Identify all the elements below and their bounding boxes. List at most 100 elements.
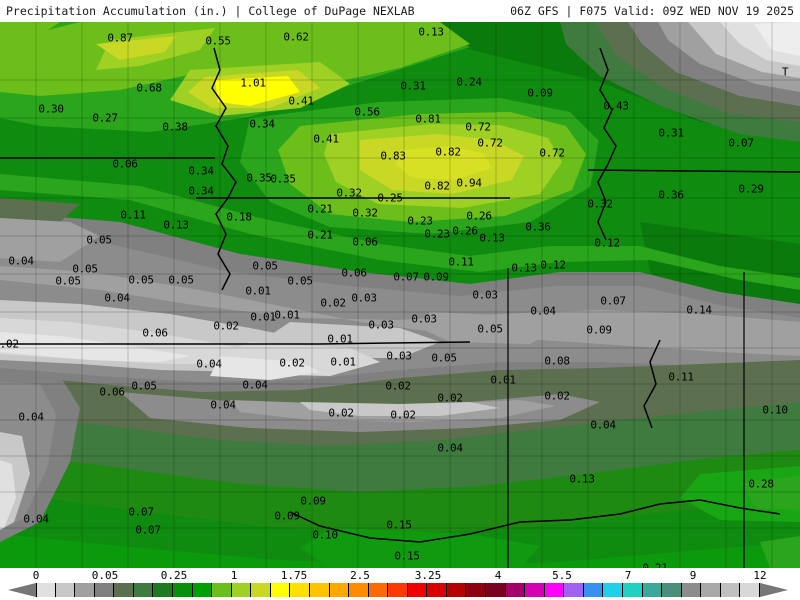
grid-value-label: 0.21 bbox=[307, 228, 333, 242]
colorbar-swatch[interactable] bbox=[55, 583, 76, 597]
grid-value-label: 0.43 bbox=[603, 99, 629, 113]
colorbar-swatch[interactable] bbox=[583, 583, 604, 597]
grid-value-label: 0.04 bbox=[590, 418, 616, 432]
colorbar-swatch[interactable] bbox=[407, 583, 428, 597]
grid-value-label: 0.21 bbox=[307, 202, 333, 216]
grid-value-label: 0.09 bbox=[586, 323, 612, 337]
grid-value-label: 0.28 bbox=[748, 477, 774, 491]
grid-value-label: 0.06 bbox=[352, 235, 378, 249]
colorbar-swatch[interactable] bbox=[270, 583, 291, 597]
grid-value-label: 0.01 bbox=[245, 284, 271, 298]
grid-value-label: 0.07 bbox=[128, 505, 154, 519]
grid-value-label: 0.05 bbox=[72, 262, 98, 276]
grid-value-label: 0.29 bbox=[738, 182, 764, 196]
colorbar-min-arrow-icon bbox=[8, 583, 36, 597]
grid-value-label: 0.02 bbox=[437, 391, 463, 405]
grid-value-label: 0.15 bbox=[386, 518, 412, 532]
colorbar-swatch[interactable] bbox=[368, 583, 389, 597]
colorbar-swatch[interactable] bbox=[36, 583, 56, 597]
grid-value-label: 0.18 bbox=[226, 210, 252, 224]
colorbar-swatch[interactable] bbox=[114, 583, 134, 597]
colorbar-swatch[interactable] bbox=[740, 583, 760, 597]
colorbar-max-arrow-icon bbox=[760, 583, 788, 597]
colorbar-swatch[interactable] bbox=[94, 583, 115, 597]
trace-label: T bbox=[781, 65, 789, 79]
grid-value-label: 0.94 bbox=[456, 176, 482, 190]
grid-value-label: 0.01 bbox=[490, 373, 516, 387]
grid-value-label: 0.13 bbox=[569, 472, 595, 486]
colorbar-swatch[interactable] bbox=[486, 583, 506, 597]
colorbar-swatch[interactable] bbox=[544, 583, 565, 597]
grid-value-label: 0.05 bbox=[477, 322, 503, 336]
grid-value-label: 0.06 bbox=[112, 157, 138, 171]
grid-value-label: 1.01 bbox=[240, 76, 266, 90]
grid-value-label: 0.05 bbox=[55, 274, 81, 288]
colorbar-swatch[interactable] bbox=[251, 583, 271, 597]
colorbar-swatch[interactable] bbox=[642, 583, 663, 597]
grid-value-label: 0.02 bbox=[213, 319, 239, 333]
colorbar-swatch[interactable] bbox=[720, 583, 741, 597]
grid-value-label: 0.05 bbox=[128, 273, 154, 287]
colorbar-swatch[interactable] bbox=[75, 583, 95, 597]
grid-value-label: 0.11 bbox=[120, 208, 146, 222]
colorbar-swatch[interactable] bbox=[192, 583, 213, 597]
colorbar-swatch[interactable] bbox=[231, 583, 252, 597]
grid-value-label: 0.10 bbox=[762, 403, 788, 417]
grid-value-label: 0.08 bbox=[544, 354, 570, 368]
model-run-label: 06Z GFS | F075 Valid: 09Z WED NOV 19 202… bbox=[510, 4, 794, 18]
colorbar-tick-labels: 0 0.05 0.25 1 1.75 2.5 3.25 4 5.5 7 9 12 bbox=[0, 568, 800, 582]
grid-value-label: 0.07 bbox=[728, 136, 754, 150]
grid-value-label: 0.68 bbox=[136, 81, 162, 95]
colorbar-swatches[interactable] bbox=[0, 583, 800, 597]
colorbar-swatch[interactable] bbox=[309, 583, 330, 597]
grid-value-label: 0.35 bbox=[246, 171, 272, 185]
colorbar-swatch[interactable] bbox=[603, 583, 624, 597]
colorbar-swatch[interactable] bbox=[427, 583, 447, 597]
colorbar-swatch[interactable] bbox=[681, 583, 702, 597]
grid-value-label: 0.05 bbox=[86, 233, 112, 247]
colorbar-swatch[interactable] bbox=[564, 583, 584, 597]
grid-value-label: 0.83 bbox=[380, 149, 406, 163]
colorbar-swatch[interactable] bbox=[525, 583, 545, 597]
colorbar-swatch[interactable] bbox=[329, 583, 350, 597]
grid-value-label: 0.09 bbox=[300, 494, 326, 508]
grid-value-label: 0.41 bbox=[288, 94, 314, 108]
colorbar-swatch[interactable] bbox=[172, 583, 193, 597]
colorbar-swatch[interactable] bbox=[662, 583, 682, 597]
grid-value-label: 0.32 bbox=[587, 197, 613, 211]
colorbar-swatch[interactable] bbox=[701, 583, 721, 597]
grid-value-label: 0.10 bbox=[312, 528, 338, 542]
grid-value-label: 0.07 bbox=[600, 294, 626, 308]
colorbar-swatch[interactable] bbox=[623, 583, 643, 597]
grid-value-label: 0.06 bbox=[142, 326, 168, 340]
colorbar[interactable]: 0 0.05 0.25 1 1.75 2.5 3.25 4 5.5 7 9 12 bbox=[0, 568, 800, 600]
grid-value-label: 0.04 bbox=[530, 304, 556, 318]
grid-value-label: 0.04 bbox=[196, 357, 222, 371]
colorbar-swatch[interactable] bbox=[505, 583, 526, 597]
grid-value-label: 0.82 bbox=[435, 145, 461, 159]
colorbar-swatch[interactable] bbox=[133, 583, 154, 597]
grid-value-label: 0.02 bbox=[328, 406, 354, 420]
precipitation-map[interactable]: 0.87 0.55 0.62 0.13 1.01 0.68 0.31 0.24 0.09 0.43… bbox=[0, 22, 800, 568]
colorbar-swatch[interactable] bbox=[388, 583, 408, 597]
grid-value-label: 0.04 bbox=[23, 512, 49, 526]
state-borders bbox=[0, 47, 800, 568]
grid-value-label: 0.02 bbox=[0, 337, 19, 351]
grid-value-label: 0.03 bbox=[386, 349, 412, 363]
header-bar: Precipitation Accumulation (in.) | Colle… bbox=[0, 0, 800, 22]
colorbar-tick-label: 3.25 bbox=[414, 569, 442, 582]
grid-value-label: 0.13 bbox=[479, 231, 505, 245]
colorbar-swatch[interactable] bbox=[446, 583, 467, 597]
colorbar-swatch[interactable] bbox=[349, 583, 369, 597]
grid-value-label: 0.07 bbox=[393, 270, 419, 284]
colorbar-swatch[interactable] bbox=[290, 583, 310, 597]
colorbar-swatch[interactable] bbox=[153, 583, 173, 597]
colorbar-swatch[interactable] bbox=[212, 583, 232, 597]
grid-value-label: 0.04 bbox=[8, 254, 34, 268]
grid-value-label: 0.41 bbox=[313, 132, 339, 146]
grid-value-label: 0.35 bbox=[270, 172, 296, 186]
grid-value-label: 0.03 bbox=[351, 291, 377, 305]
colorbar-swatch[interactable] bbox=[466, 583, 487, 597]
grid-value-label: 0.01 bbox=[330, 355, 356, 369]
